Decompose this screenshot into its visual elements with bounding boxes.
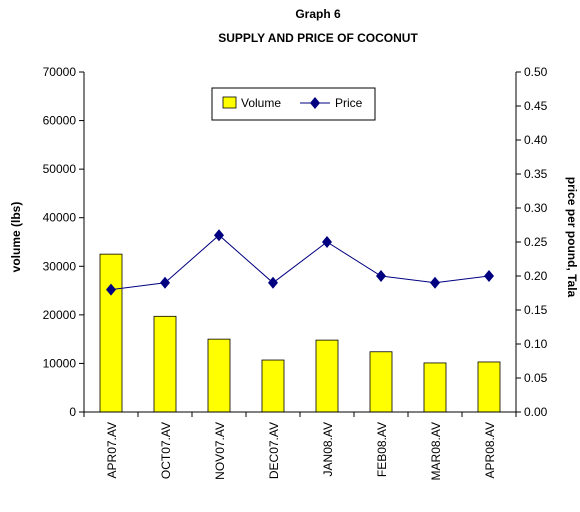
y-tick-label: 40000 bbox=[43, 211, 77, 225]
legend-price-label: Price bbox=[335, 96, 363, 110]
price-point bbox=[214, 229, 224, 242]
y2-axis-ticks: 0.00 0.05 0.10 0.15 0.20 0.25 0.30 0.35 0.40 0.45… bbox=[516, 65, 548, 419]
y-tick-label: 20000 bbox=[43, 308, 77, 322]
volume-bar bbox=[261, 359, 285, 413]
volume-bar bbox=[423, 362, 447, 413]
y2-tick-label: 0.50 bbox=[524, 65, 548, 79]
price-point bbox=[268, 276, 278, 289]
price-point bbox=[322, 236, 332, 248]
volume-bars bbox=[99, 253, 501, 413]
chart-subtitle: SUPPLY AND PRICE OF COCONUT bbox=[218, 31, 418, 45]
x-tick-label: APR08.AV bbox=[483, 422, 497, 478]
y-tick-label: 30000 bbox=[43, 259, 77, 273]
y2-tick-label: 0.05 bbox=[524, 371, 548, 385]
y2-tick-label: 0.10 bbox=[524, 337, 548, 351]
price-point bbox=[430, 276, 440, 289]
volume-bar bbox=[477, 361, 501, 413]
price-point bbox=[160, 276, 170, 289]
y-tick-label: 0 bbox=[69, 405, 76, 419]
y2-tick-label: 0.45 bbox=[524, 99, 548, 113]
legend: Volume Price bbox=[211, 87, 376, 121]
price-point bbox=[106, 283, 116, 296]
y2-tick-label: 0.20 bbox=[524, 269, 548, 283]
x-tick-label: DEC07.AV bbox=[267, 422, 281, 479]
legend-box bbox=[211, 87, 376, 121]
volume-bar bbox=[369, 351, 393, 413]
y2-tick-label: 0.30 bbox=[524, 201, 548, 215]
legend-volume-label: Volume bbox=[241, 96, 281, 110]
y2-tick-label: 0.35 bbox=[524, 167, 548, 181]
x-tick-label: OCT07.AV bbox=[159, 422, 173, 479]
price-series-line bbox=[110, 234, 490, 291]
y-tick-label: 50000 bbox=[43, 162, 77, 176]
y-tick-label: 10000 bbox=[43, 356, 77, 370]
volume-bar bbox=[315, 339, 339, 413]
legend-volume-swatch bbox=[222, 96, 237, 109]
y2-axis-title: price per pound, Tala bbox=[565, 177, 579, 298]
y-axis-title: volume (lbs) bbox=[9, 202, 23, 273]
x-tick-label: MAR08.AV bbox=[429, 422, 443, 480]
price-point bbox=[376, 270, 386, 282]
x-tick-label: NOV07.AV bbox=[213, 422, 227, 480]
y2-tick-label: 0.40 bbox=[524, 133, 548, 147]
y-axis-ticks: 0 10000 20000 30000 40000 50000 60000 70000 bbox=[43, 65, 84, 419]
y-tick-label: 70000 bbox=[43, 65, 77, 79]
legend-price-marker bbox=[310, 97, 320, 109]
y2-tick-label: 0.25 bbox=[524, 235, 548, 249]
x-tick-label: JAN08.AV bbox=[321, 422, 335, 476]
price-point bbox=[484, 270, 494, 282]
y2-tick-label: 0.15 bbox=[524, 303, 548, 317]
y-tick-label: 60000 bbox=[43, 114, 77, 128]
x-tick-label: FEB08.AV bbox=[375, 422, 389, 477]
x-tick-label: APR07.AV bbox=[105, 422, 119, 478]
x-axis-labels: APR07.AV OCT07.AV NOV07.AV DEC07.AV JAN08.AV… bbox=[83, 412, 517, 480]
chart-title: Graph 6 bbox=[295, 7, 341, 21]
y2-tick-label: 0.00 bbox=[524, 405, 548, 419]
volume-bar bbox=[99, 253, 123, 413]
volume-bar bbox=[153, 315, 177, 413]
axes bbox=[83, 72, 517, 413]
volume-bar bbox=[207, 338, 231, 413]
price-line bbox=[106, 229, 494, 296]
